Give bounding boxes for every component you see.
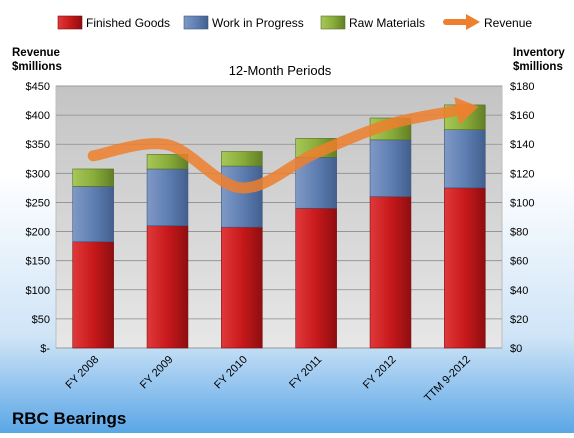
left-tick-label: $250 (26, 197, 50, 209)
bar-segment-finished-goods (146, 225, 189, 349)
left-tick-label: $400 (26, 110, 50, 122)
revenue-line (87, 103, 471, 194)
legend-label-raw-materials: Raw Materials (349, 16, 425, 30)
bar-segment-raw-materials (72, 168, 114, 187)
right-axis-label-line2: $millions (513, 61, 563, 73)
right-axis-label-line1: Inventory (513, 47, 565, 59)
revenue-arrowhead (454, 97, 479, 125)
left-tick-label: $- (40, 343, 50, 355)
company-name: RBC Bearings (12, 409, 126, 428)
right-tick-label: $100 (510, 197, 534, 209)
bar-segment-work-in-progress (146, 168, 189, 227)
left-tick-label: $300 (26, 168, 50, 180)
left-tick-label: $150 (26, 256, 50, 268)
bar-segment-finished-goods (295, 207, 337, 349)
legend-label-work-in-progress: Work in Progress (212, 16, 304, 30)
left-tick-label: $200 (26, 227, 50, 239)
legend-swatch-work-in-progress (183, 15, 209, 30)
revenue-line-layer (87, 97, 479, 194)
left-tick-label: $100 (26, 285, 50, 297)
left-tick-label: $350 (26, 139, 50, 151)
bar-segment-work-in-progress (221, 165, 263, 228)
bar-segment-finished-goods (72, 241, 114, 349)
category-label: TTM 9-2012 (422, 354, 473, 405)
legend-swatch-raw-materials (320, 15, 346, 30)
legend: Finished Goods Work in Progress Raw Mate… (57, 14, 532, 30)
bar-segment-finished-goods (369, 196, 412, 349)
right-tick-label: $80 (510, 227, 528, 239)
category-label: FY 2010 (212, 354, 250, 392)
right-tick-label: $140 (510, 139, 534, 151)
legend-swatch-finished-goods (57, 15, 83, 30)
left-tick-label: $450 (26, 81, 50, 93)
bar-segment-work-in-progress (369, 139, 412, 197)
right-tick-label: $60 (510, 256, 528, 268)
left-tick-label: $50 (32, 314, 50, 326)
plot-area (55, 85, 503, 349)
bar-segment-work-in-progress (72, 186, 114, 243)
gridlines (56, 85, 502, 349)
bar-segment-raw-materials (221, 151, 263, 167)
chart-title: 12-Month Periods (229, 63, 332, 78)
category-label: FY 2012 (361, 354, 399, 392)
right-tick-label: $0 (510, 343, 522, 355)
legend-label-finished-goods: Finished Goods (86, 16, 170, 30)
bar-segment-work-in-progress (444, 129, 486, 189)
category-label: FY 2008 (64, 354, 102, 392)
right-tick-label: $120 (510, 168, 534, 180)
left-axis-label-line2: $millions (12, 61, 62, 73)
category-label: FY 2009 (138, 354, 176, 392)
right-tick-label: $40 (510, 285, 528, 297)
legend-label-revenue: Revenue (484, 16, 532, 30)
right-tick-label: $180 (510, 81, 534, 93)
left-axis-label-line1: Revenue (12, 47, 60, 59)
category-label: FY 2011 (287, 354, 324, 391)
bar-segment-finished-goods (221, 226, 263, 349)
bar-segment-finished-goods (444, 187, 486, 349)
bars (72, 104, 486, 349)
right-tick-label: $20 (510, 314, 528, 326)
legend-revenue-arrowhead (466, 14, 480, 30)
right-tick-label: $160 (510, 110, 534, 122)
